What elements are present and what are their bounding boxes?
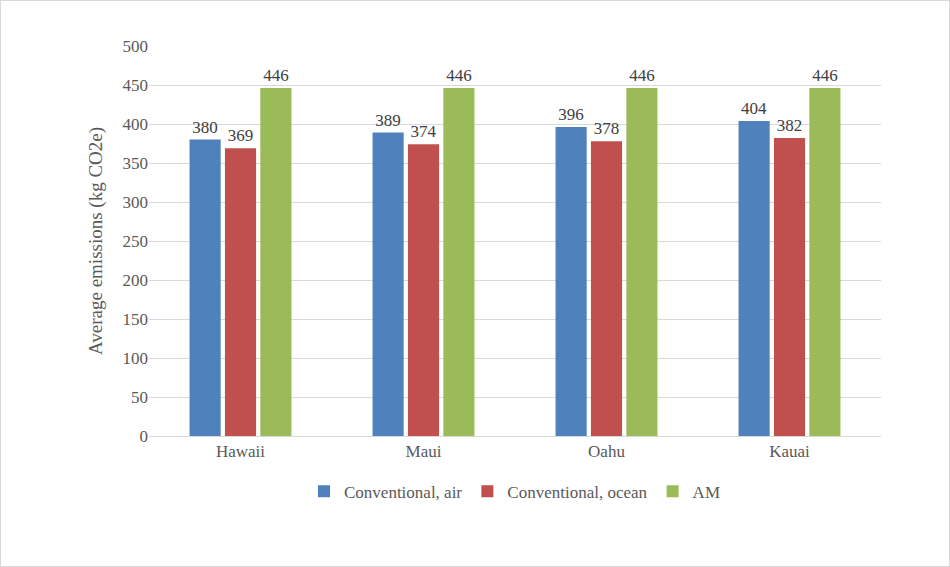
- svg-text:446: 446: [812, 66, 838, 85]
- svg-text:0: 0: [140, 427, 149, 446]
- svg-text:150: 150: [123, 310, 149, 329]
- svg-text:350: 350: [123, 154, 149, 173]
- svg-text:380: 380: [192, 118, 218, 137]
- svg-text:400: 400: [123, 115, 149, 134]
- svg-text:Average emissions (kg CO2e): Average emissions (kg CO2e): [85, 127, 107, 355]
- svg-text:450: 450: [123, 76, 149, 95]
- svg-text:369: 369: [228, 126, 254, 145]
- svg-text:378: 378: [594, 119, 620, 138]
- svg-text:250: 250: [123, 232, 149, 251]
- svg-text:100: 100: [123, 349, 149, 368]
- svg-text:374: 374: [411, 122, 437, 141]
- svg-text:Conventional, air: Conventional, air: [344, 483, 462, 502]
- svg-text:446: 446: [629, 66, 655, 85]
- svg-text:389: 389: [375, 111, 401, 130]
- svg-text:Oahu: Oahu: [588, 442, 625, 461]
- svg-text:50: 50: [131, 388, 148, 407]
- svg-text:Maui: Maui: [406, 442, 442, 461]
- svg-text:AM: AM: [693, 483, 720, 502]
- svg-text:300: 300: [123, 193, 149, 212]
- svg-text:200: 200: [123, 271, 149, 290]
- svg-text:Conventional, ocean: Conventional, ocean: [507, 483, 647, 502]
- svg-text:Hawaii: Hawaii: [216, 442, 265, 461]
- svg-text:Kauai: Kauai: [769, 442, 810, 461]
- svg-text:396: 396: [558, 105, 584, 124]
- svg-text:404: 404: [741, 99, 767, 118]
- svg-text:446: 446: [446, 66, 472, 85]
- svg-text:446: 446: [263, 66, 289, 85]
- svg-text:500: 500: [123, 37, 149, 56]
- svg-text:382: 382: [777, 116, 803, 135]
